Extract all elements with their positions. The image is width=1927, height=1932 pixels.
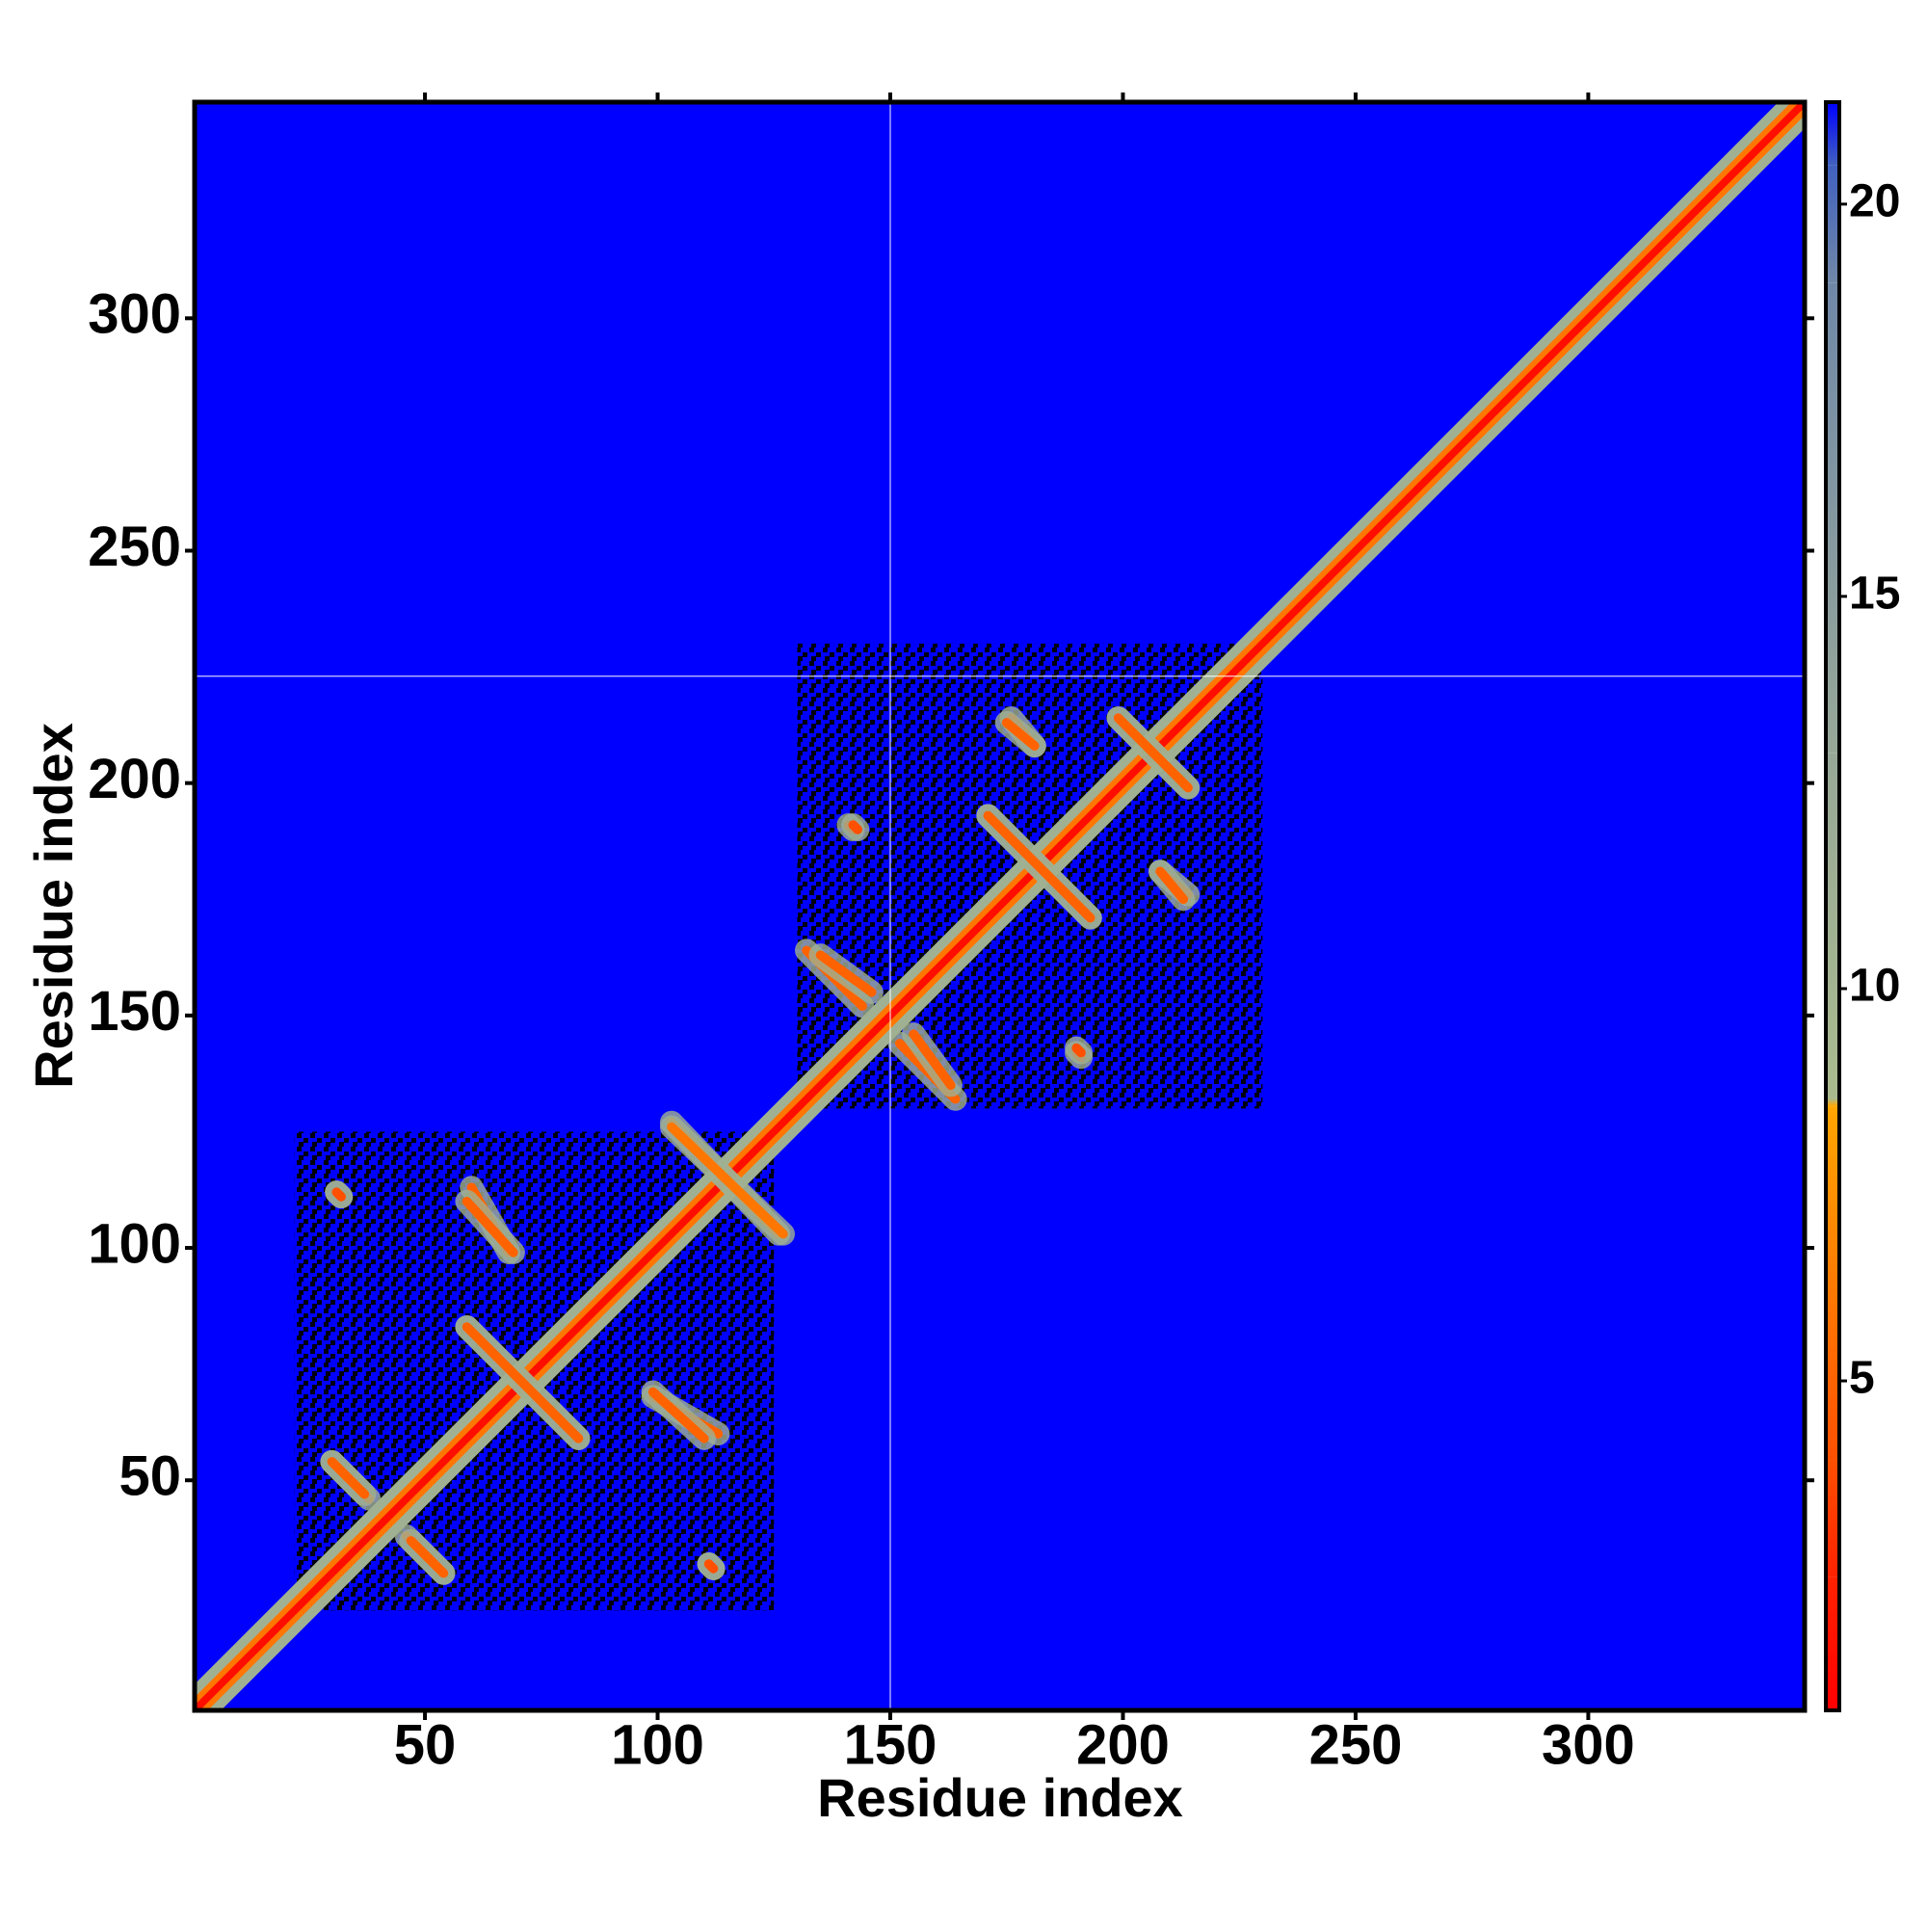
colorbar-segment — [1826, 282, 1839, 754]
contact-streak — [909, 1029, 956, 1091]
colorbar-tick-label: 20 — [1849, 176, 1900, 227]
contact-streak — [1155, 866, 1189, 905]
colorbar-segment — [1826, 1106, 1839, 1460]
colorbar-segment — [1826, 1459, 1839, 1577]
contact-streak — [327, 1457, 370, 1499]
contact-streak — [1071, 1043, 1086, 1058]
contact-streak — [647, 1387, 709, 1443]
axes: 50 100 150 200 250 300 50 100 150 200 250 300 5 10 15 2… — [88, 93, 1900, 1776]
colorbar-tick-label: 5 — [1849, 1353, 1875, 1404]
x-axis-label: Residue index — [817, 1767, 1183, 1828]
y-tick-label: 100 — [88, 1212, 181, 1275]
contact-streak — [983, 810, 1095, 923]
contact-streak — [331, 1187, 346, 1202]
x-tick-label: 250 — [1309, 1713, 1403, 1776]
diagonal-band — [195, 102, 1805, 1710]
contact-streak — [848, 820, 863, 834]
y-axis-label: Residue index — [23, 723, 84, 1089]
y-tick-label: 300 — [88, 283, 181, 346]
colorbar-tick-label: 15 — [1849, 569, 1900, 620]
colorbar-frame — [1824, 100, 1841, 1712]
contact-streak — [1001, 718, 1040, 751]
colorbar-segment — [1826, 1098, 1839, 1107]
x-tick-label: 50 — [394, 1713, 457, 1776]
x-tick-label: 100 — [611, 1713, 704, 1776]
contact-streak — [406, 1536, 449, 1578]
colorbar-segment — [1826, 165, 1839, 283]
y-tick-label: 150 — [88, 980, 181, 1043]
y-tick-label: 200 — [88, 748, 181, 810]
y-tick-label: 250 — [88, 516, 181, 578]
x-tick-label: 200 — [1076, 1713, 1170, 1776]
y-tick-label: 50 — [119, 1445, 181, 1508]
colorbar-segment — [1826, 102, 1839, 166]
colorbar-segment — [1826, 1576, 1839, 1710]
contact-streak — [462, 1322, 584, 1443]
plot-frame — [192, 99, 1808, 1713]
contact-streak — [815, 950, 877, 997]
colorbar-segment — [1826, 753, 1839, 1098]
contact-streak — [462, 1196, 518, 1257]
colorbar-tick-label: 10 — [1849, 961, 1900, 1012]
plot-area — [195, 102, 1805, 1710]
contact-streak — [1113, 713, 1193, 793]
contact-streak — [667, 1122, 788, 1239]
x-tick-label: 300 — [1542, 1713, 1635, 1776]
x-tick-label: 150 — [844, 1713, 937, 1776]
contact-streak — [703, 1559, 719, 1574]
